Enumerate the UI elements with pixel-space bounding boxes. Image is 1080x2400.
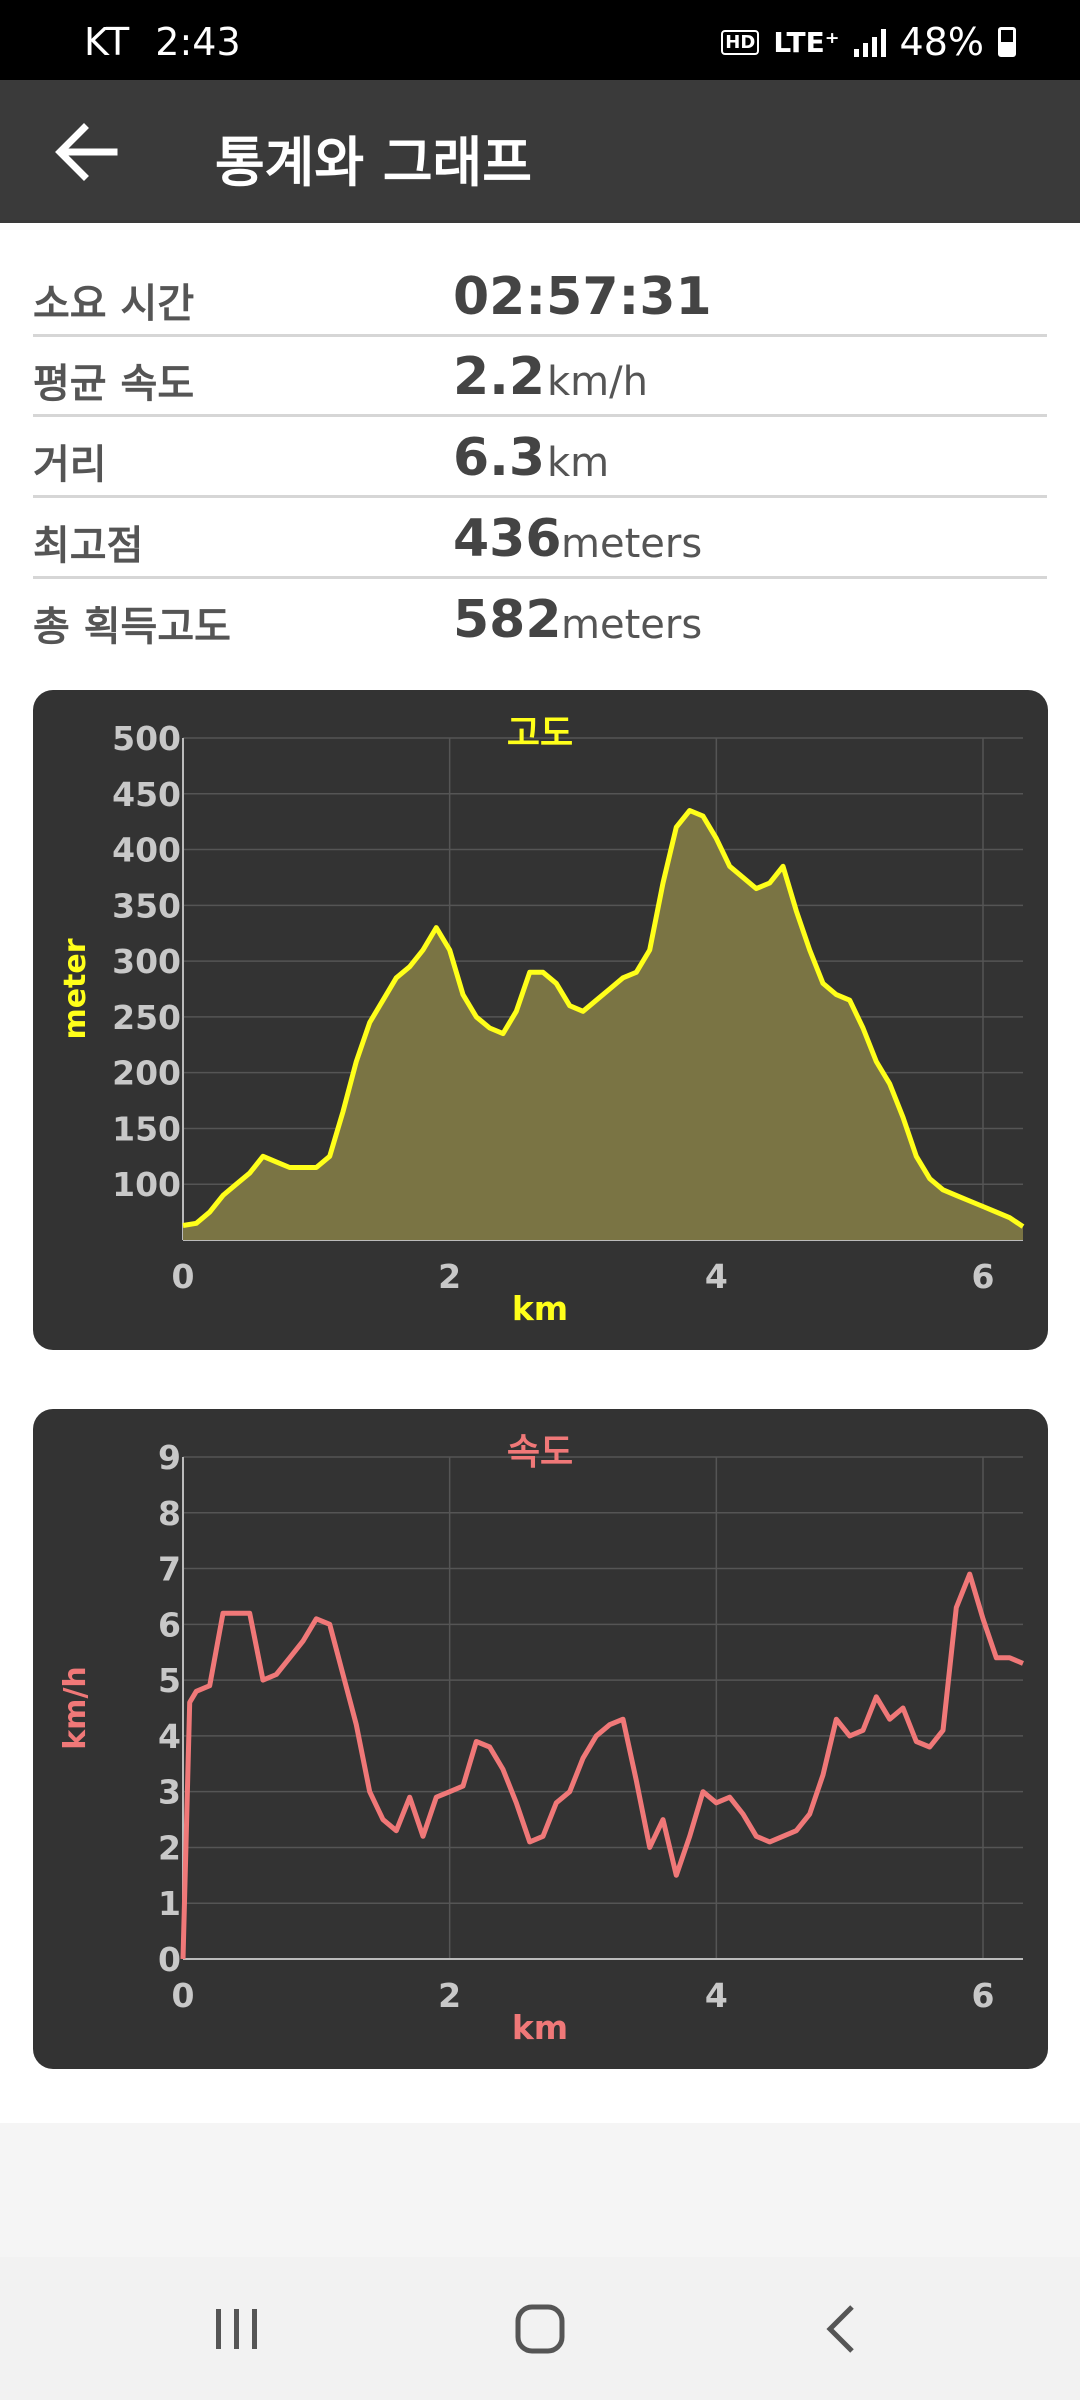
y-tick-label: 450 — [112, 775, 181, 814]
grid — [182, 1456, 1023, 1960]
y-tick-label: 0 — [158, 1940, 181, 1979]
y-axis-label: km/h — [58, 1666, 93, 1750]
home-icon — [515, 2304, 565, 2354]
status-right: HD LTE⁺ 48% — [721, 20, 1016, 64]
battery-icon — [998, 27, 1016, 57]
stat-value: 2.2 — [453, 347, 546, 407]
stat-label: 총 획득고도 — [33, 604, 231, 650]
stat-row-duration: 소요 시간 02:57:31 — [33, 257, 1047, 337]
y-tick-label: 1 — [158, 1884, 181, 1923]
x-tick-label: 0 — [172, 1976, 195, 2015]
stat-row-highest-point: 최고점 436 meters — [33, 499, 1047, 579]
y-tick-label: 2 — [158, 1828, 181, 1867]
y-tick-label: 8 — [158, 1494, 181, 1533]
y-tick-label: 5 — [158, 1661, 181, 1700]
speed-chart: 0 1 2 3 4 5 6 7 8 9 0 2 4 6 속도 km km/h — [58, 1432, 1024, 2047]
y-tick-label: 150 — [112, 1109, 181, 1148]
y-tick-label: 200 — [112, 1054, 181, 1093]
clock: 2:43 — [155, 20, 241, 64]
stat-label: 거리 — [33, 442, 107, 488]
recents-icon — [216, 2309, 257, 2349]
stat-value: 582 — [453, 590, 562, 650]
arrow-left-icon — [55, 123, 118, 181]
y-tick-label: 3 — [158, 1773, 181, 1812]
y-tick-label: 4 — [158, 1717, 181, 1756]
y-tick-label: 7 — [158, 1550, 181, 1589]
stat-row-avg-speed: 평균 속도 2.2 km/h — [33, 337, 1047, 417]
stat-row-elevation-gain: 총 획득고도 582 meters — [33, 580, 1047, 660]
x-tick-label: 6 — [972, 1257, 995, 1296]
signal-icon — [853, 27, 886, 57]
y-tick-label: 400 — [112, 831, 181, 870]
x-tick-label: 4 — [705, 1976, 728, 2015]
page-title: 통계와 그래프 — [215, 131, 532, 194]
y-tick-label: 350 — [112, 886, 181, 925]
stat-value: 02:57:31 — [453, 267, 712, 327]
stat-value: 6.3 — [453, 428, 546, 488]
nav-back-icon — [826, 2305, 854, 2353]
recents-button[interactable] — [198, 2297, 278, 2361]
system-nav-bar — [0, 2257, 1080, 2400]
y-tick-label: 100 — [112, 1165, 181, 1204]
carrier-label: KT — [84, 20, 130, 64]
stat-label: 소요 시간 — [33, 281, 195, 327]
stat-label: 최고점 — [33, 523, 144, 569]
x-tick-label: 2 — [438, 1976, 461, 2015]
home-button[interactable] — [500, 2297, 580, 2361]
y-tick-label: 500 — [112, 719, 181, 758]
altitude-chart-card: 100 150 200 250 300 350 400 450 500 0 2 4 6 고도 km meter — [33, 690, 1048, 1350]
chart-title: 고도 — [507, 713, 573, 754]
series-line — [180, 1571, 1024, 1960]
stat-unit: km — [547, 440, 610, 486]
x-tick-label: 4 — [705, 1257, 728, 1296]
status-bar: KT 2:43 HD LTE⁺ 48% — [0, 0, 1080, 80]
y-tick-label: 6 — [158, 1605, 181, 1644]
chart-title: 속도 — [507, 1432, 573, 1473]
x-axis-label: km — [512, 2008, 568, 2047]
stat-unit: km/h — [547, 359, 648, 405]
speed-chart-card: 0 1 2 3 4 5 6 7 8 9 0 2 4 6 속도 km km/h — [33, 1409, 1048, 2069]
nav-back-button[interactable] — [802, 2297, 882, 2361]
y-tick-label: 300 — [112, 942, 181, 981]
altitude-chart: 100 150 200 250 300 350 400 450 500 0 2 4 6 고도 km meter — [58, 713, 1025, 1328]
x-tick-label: 2 — [438, 1257, 461, 1296]
series-line — [182, 808, 1025, 1229]
network-type: LTE⁺ — [773, 25, 840, 59]
y-tick-label: 250 — [112, 998, 181, 1037]
stat-unit: meters — [561, 602, 703, 648]
back-button[interactable] — [54, 122, 118, 182]
stat-value: 436 — [453, 509, 562, 569]
area-fill — [183, 810, 1023, 1240]
battery-percent: 48% — [899, 20, 984, 64]
stat-row-distance: 거리 6.3 km — [33, 418, 1047, 498]
x-tick-label: 6 — [972, 1976, 995, 2015]
y-tick-label: 9 — [158, 1438, 181, 1477]
hd-voice-icon: HD — [721, 29, 760, 55]
x-tick-label: 0 — [172, 1257, 195, 1296]
stat-unit: meters — [561, 521, 703, 567]
app-bar: 통계와 그래프 — [0, 80, 1080, 223]
x-axis-label: km — [512, 1289, 568, 1328]
stat-label: 평균 속도 — [33, 361, 195, 407]
y-axis-label: meter — [58, 938, 93, 1039]
status-left: KT 2:43 — [84, 20, 255, 64]
stats-content: 소요 시간 02:57:31 평균 속도 2.2 km/h 거리 6.3 km … — [0, 223, 1080, 2123]
